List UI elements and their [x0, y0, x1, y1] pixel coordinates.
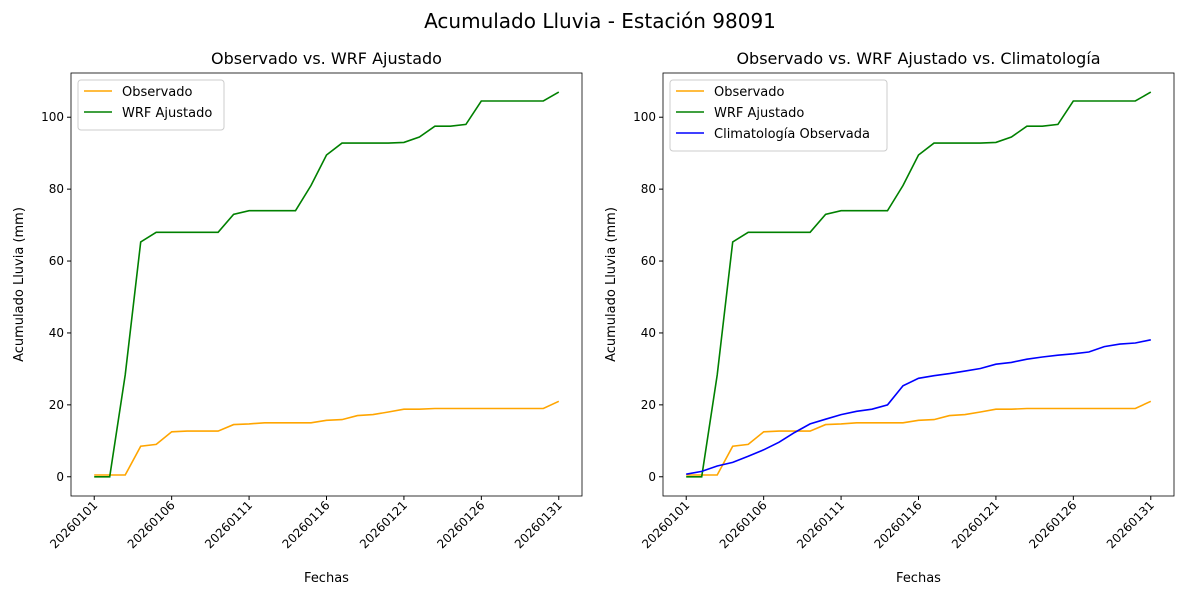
legend-label: WRF Ajustado — [714, 106, 804, 121]
y-tick-label: 20 — [49, 398, 64, 412]
series-line-wrf-ajustado — [94, 91, 560, 478]
legend-label: Observado — [714, 85, 785, 100]
y-tick-label: 80 — [641, 182, 656, 196]
series-line-wrf-ajustado — [686, 91, 1152, 478]
y-tick-label: 100 — [633, 110, 656, 124]
x-axis-label: Fechas — [304, 571, 349, 586]
x-tick-label: 20260111 — [202, 498, 255, 551]
y-tick-label: 0 — [648, 470, 656, 484]
y-tick-label: 100 — [41, 110, 64, 124]
y-axis-label: Acumulado Lluvia (mm) — [12, 207, 27, 362]
x-axis-label: Fechas — [896, 571, 941, 586]
series-line-observado — [94, 400, 560, 476]
y-tick-label: 40 — [49, 326, 64, 340]
y-tick-label: 60 — [641, 254, 656, 268]
x-tick-label: 20260101 — [47, 498, 100, 551]
y-tick-label: 0 — [56, 470, 64, 484]
legend-box — [77, 79, 225, 131]
legend: Observado WRF Ajustado Climatología Observ… — [669, 79, 888, 152]
x-tick-label: 20260106 — [717, 498, 770, 551]
subplot-1: Observado vs. WRF Ajustado 0 20 40 60 80 100 20… — [12, 49, 583, 586]
x-tick-label: 20260131 — [1104, 498, 1157, 551]
legend: Observado WRF Ajustado — [77, 79, 225, 131]
legend-label: Observado — [122, 85, 193, 100]
x-tick-label: 20260116 — [872, 498, 925, 551]
series-line-observado — [686, 400, 1152, 476]
x-tick-label: 20260116 — [280, 498, 333, 551]
y-axis-label: Acumulado Lluvia (mm) — [604, 207, 619, 362]
y-tick-label: 40 — [641, 326, 656, 340]
legend-label: WRF Ajustado — [122, 106, 212, 121]
y-tick-label: 80 — [49, 182, 64, 196]
x-tick-label: 20260126 — [1026, 498, 1079, 551]
x-tick-label: 20260111 — [794, 498, 847, 551]
x-tick-label: 20260101 — [639, 498, 692, 551]
y-tick-label: 60 — [49, 254, 64, 268]
axes-frame — [70, 72, 583, 497]
legend-label: Climatología Observada — [714, 127, 870, 142]
series-line-climatolog-a-observada — [686, 339, 1151, 475]
x-tick-label: 20260131 — [512, 498, 565, 551]
subplot-title: Observado vs. WRF Ajustado — [211, 49, 442, 68]
x-tick-label: 20260106 — [125, 498, 178, 551]
figure-title: Acumulado Lluvia - Estación 98091 — [424, 9, 776, 33]
subplot-2: Observado vs. WRF Ajustado vs. Climatolo… — [604, 49, 1175, 586]
x-tick-label: 20260126 — [434, 498, 487, 551]
y-tick-label: 20 — [641, 398, 656, 412]
x-tick-label: 20260121 — [949, 498, 1002, 551]
x-tick-label: 20260121 — [357, 498, 410, 551]
subplot-title: Observado vs. WRF Ajustado vs. Climatolo… — [736, 49, 1100, 68]
legend-box — [669, 79, 888, 152]
